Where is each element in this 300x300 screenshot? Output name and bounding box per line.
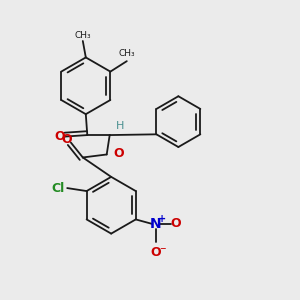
Text: H: H bbox=[116, 121, 124, 130]
Text: CH₃: CH₃ bbox=[74, 31, 91, 40]
Text: ⁻: ⁻ bbox=[159, 245, 166, 258]
Text: +: + bbox=[158, 214, 166, 224]
Text: CH₃: CH₃ bbox=[118, 49, 135, 58]
Text: Cl: Cl bbox=[52, 182, 65, 195]
Text: O: O bbox=[150, 246, 161, 259]
Text: O: O bbox=[55, 130, 65, 143]
Text: N: N bbox=[150, 217, 162, 231]
Text: O: O bbox=[170, 218, 181, 230]
Text: O: O bbox=[113, 147, 124, 160]
Text: O: O bbox=[61, 133, 72, 146]
